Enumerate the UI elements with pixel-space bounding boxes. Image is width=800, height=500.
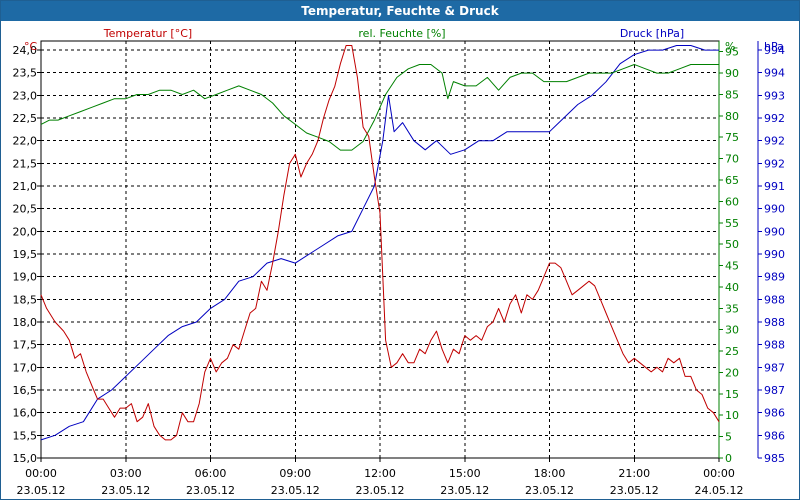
pressure-tick-label: 993 xyxy=(764,89,785,102)
humidity-tick-label: 70 xyxy=(725,153,739,166)
humidity-axis-label: rel. Feuchte [%] xyxy=(358,27,445,40)
chart-title: Temperatur, Feuchte & Druck xyxy=(301,4,499,18)
axis-headers: °C Temperatur [°C] rel. Feuchte [%]% Druck … xyxy=(24,27,784,53)
temperature-tick-label: 23,0 xyxy=(13,89,38,102)
temperature-tick-label: 15,5 xyxy=(13,429,38,442)
humidity-unit-symbol: % xyxy=(725,40,735,53)
x-tick-time-label: 15:00 xyxy=(449,467,481,480)
humidity-tick-label: 15 xyxy=(725,388,739,401)
x-tick-date-label: 23.05.12 xyxy=(186,484,235,497)
x-tick-time-label: 12:00 xyxy=(364,467,396,480)
humidity-tick-label: 65 xyxy=(725,174,739,187)
pressure-tick-label: 988 xyxy=(764,339,785,352)
humidity-tick-label: 80 xyxy=(725,110,739,123)
temperature-tick-label: 23,5 xyxy=(13,67,38,80)
humidity-tick-label: 0 xyxy=(725,452,732,465)
humidity-tick-label: 60 xyxy=(725,195,739,208)
x-tick-date-label: 23.05.12 xyxy=(356,484,405,497)
temperature-tick-label: 21,5 xyxy=(13,157,38,170)
pressure-tick-label: 988 xyxy=(764,293,785,306)
humidity-tick-label: 25 xyxy=(725,345,739,358)
humidity-tick-label: 5 xyxy=(725,431,732,444)
x-tick-date-label: 23.05.12 xyxy=(271,484,320,497)
x-tick-time-label: 06:00 xyxy=(195,467,227,480)
pressure-tick-label: 990 xyxy=(764,203,785,216)
temperature-tick-label: 18,0 xyxy=(13,316,38,329)
pressure-tick-label: 990 xyxy=(764,248,785,261)
x-tick-time-label: 09:00 xyxy=(279,467,311,480)
temperature-tick-label: 18,5 xyxy=(13,293,38,306)
humidity-tick-label: 40 xyxy=(725,281,739,294)
pressure-series-line xyxy=(40,45,719,441)
temperature-tick-label: 15,0 xyxy=(13,452,38,465)
pressure-unit-symbol: hPa xyxy=(764,40,784,53)
pressure-tick-label: 994 xyxy=(764,67,785,80)
series-lines xyxy=(40,45,720,441)
pressure-tick-label: 987 xyxy=(764,384,785,397)
pressure-tick-label: 992 xyxy=(764,135,785,148)
pressure-tick-label: 992 xyxy=(764,157,785,170)
temperature-tick-label: 24,0 xyxy=(13,44,38,57)
title-bar: Temperatur, Feuchte & Druck xyxy=(1,1,799,21)
humidity-tick-label: 50 xyxy=(725,238,739,251)
grid xyxy=(40,41,720,459)
temperature-tick-label: 22,0 xyxy=(13,135,38,148)
pressure-tick-label: 987 xyxy=(764,361,785,374)
humidity-tick-label: 30 xyxy=(725,324,739,337)
temperature-tick-label: 17,5 xyxy=(13,339,38,352)
x-tick-date-label: 24.05.12 xyxy=(695,484,744,497)
x-tick-time-label: 00:00 xyxy=(25,467,57,480)
x-tick-date-label: 23.05.12 xyxy=(17,484,66,497)
pressure-tick-label: 985 xyxy=(764,452,785,465)
x-tick-time-label: 00:00 xyxy=(703,467,735,480)
temperature-tick-label: 16,5 xyxy=(13,384,38,397)
x-tick-time-label: 21:00 xyxy=(618,467,650,480)
x-tick-date-label: 23.05.12 xyxy=(101,484,150,497)
x-tick-time-label: 18:00 xyxy=(534,467,566,480)
humidity-tick-label: 75 xyxy=(725,131,739,144)
x-tick-date-label: 23.05.12 xyxy=(610,484,659,497)
pressure-tick-label: 989 xyxy=(764,271,785,284)
x-tick-date-label: 23.05.12 xyxy=(440,484,489,497)
humidity-series-line xyxy=(40,64,719,151)
humidity-tick-label: 55 xyxy=(725,217,739,230)
temperature-tick-label: 20,5 xyxy=(13,203,38,216)
humidity-tick-label: 20 xyxy=(725,366,739,379)
humidity-tick-label: 95 xyxy=(725,46,739,59)
humidity-tick-label: 85 xyxy=(725,88,739,101)
temperature-tick-label: 17,0 xyxy=(13,361,38,374)
humidity-tick-label: 35 xyxy=(725,302,739,315)
temperature-series-line xyxy=(40,45,720,441)
pressure-tick-label: 990 xyxy=(764,225,785,238)
temperature-tick-label: 19,5 xyxy=(13,248,38,261)
axes xyxy=(37,40,762,462)
temperature-tick-label: 21,0 xyxy=(13,180,38,193)
temperature-tick-label: 22,5 xyxy=(13,112,38,125)
pressure-tick-label: 994 xyxy=(764,44,785,57)
pressure-tick-label: 992 xyxy=(764,112,785,125)
pressure-tick-label: 986 xyxy=(764,407,785,420)
x-tick-date-label: 23.05.12 xyxy=(525,484,574,497)
temperature-axis-label: Temperatur [°C] xyxy=(103,27,192,40)
x-tick-time-label: 03:00 xyxy=(110,467,142,480)
humidity-tick-label: 45 xyxy=(725,260,739,273)
temperature-unit-symbol: °C xyxy=(24,40,38,53)
humidity-tick-label: 10 xyxy=(725,409,739,422)
pressure-tick-label: 986 xyxy=(764,429,785,442)
pressure-axis-label: Druck [hPa] xyxy=(620,27,684,40)
pressure-tick-label: 991 xyxy=(764,180,785,193)
temperature-tick-label: 19,0 xyxy=(13,271,38,284)
pressure-tick-label: 988 xyxy=(764,316,785,329)
tick-labels: 15,0 15,5 16,0 16,5 17,0 17,5 18,0 18,5 19,0 19,5… xyxy=(13,44,786,497)
humidity-tick-label: 90 xyxy=(725,67,739,80)
temperature-tick-label: 20,0 xyxy=(13,225,38,238)
temperature-tick-label: 16,0 xyxy=(13,407,38,420)
